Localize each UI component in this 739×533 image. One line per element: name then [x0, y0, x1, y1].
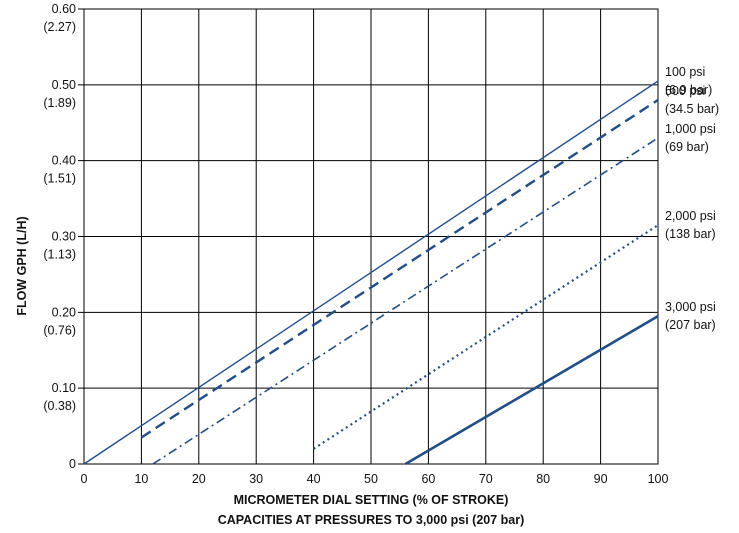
series-label-bar: (6.9 bar)	[665, 83, 712, 97]
x-tick-label: 60	[421, 472, 435, 486]
y-tick-label-gph: 0.40	[52, 154, 76, 168]
y-tick-label-gph: 0	[69, 457, 76, 471]
y-tick-label-gph: 0.10	[52, 381, 76, 395]
y-tick-label-lph: (1.89)	[43, 96, 76, 110]
series-label-bar: (138 bar)	[665, 227, 716, 241]
x-tick-label: 90	[594, 472, 608, 486]
y-tick-label-gph: 0.60	[52, 2, 76, 16]
x-tick-label: 20	[192, 472, 206, 486]
series-label-bar: (207 bar)	[665, 318, 716, 332]
grid	[78, 8, 659, 465]
y-tick-labels: 0 0.10 (0.38) 0.20 (0.76) 0.30 (1.13) 0.40 (1.51…	[43, 2, 76, 471]
series-label-bar: (34.5 bar)	[665, 102, 719, 116]
series-line	[83, 80, 659, 465]
x-tick-label: 80	[536, 472, 550, 486]
y-tick-label-gph: 0.50	[52, 78, 76, 92]
y-tick-label-lph: (1.51)	[43, 172, 76, 186]
series-label-psi: 1,000 psi	[665, 122, 716, 136]
x-tick-label: 0	[81, 472, 88, 486]
x-tick-labels: 0 10 20 30 40 50 60 70 80 90 100	[81, 472, 669, 486]
y-tick-label-lph: (1.13)	[43, 248, 76, 262]
x-tick-label: 10	[134, 472, 148, 486]
x-tick-label: 70	[479, 472, 493, 486]
x-tick-label: 50	[364, 472, 378, 486]
y-axis-title: FLOW GPH (L/H)	[15, 216, 29, 315]
y-tick-label-lph: (0.38)	[43, 399, 76, 413]
series-label-psi: 100 psi	[665, 65, 705, 79]
x-axis-subtitle: CAPACITIES AT PRESSURES TO 3,000 psi (20…	[218, 513, 525, 527]
y-tick-label-gph: 0.30	[52, 230, 76, 244]
series-line	[313, 224, 659, 450]
x-tick-label: 40	[307, 472, 321, 486]
series-line	[140, 98, 659, 439]
series-line	[404, 315, 659, 466]
series-label-psi: 2,000 psi	[665, 209, 716, 223]
series-line	[152, 137, 659, 465]
x-tick-label: 100	[648, 472, 669, 486]
series-lines	[83, 80, 659, 466]
x-axis-title: MICROMETER DIAL SETTING (% OF STROKE)	[234, 493, 509, 507]
plot-frame	[83, 8, 659, 465]
series-label-psi: 3,000 psi	[665, 300, 716, 314]
series-labels: 100 psi (6.9 bar)500 psi (34.5 bar) 1,000 p…	[665, 65, 719, 332]
series-label-psi: 500 psi	[665, 84, 705, 98]
series-label-bar: (69 bar)	[665, 140, 709, 154]
y-tick-label-lph: (2.27)	[43, 20, 76, 34]
x-tick-label: 30	[249, 472, 263, 486]
y-tick-label-gph: 0.20	[52, 305, 76, 319]
y-tick-label-lph: (0.76)	[43, 323, 76, 337]
